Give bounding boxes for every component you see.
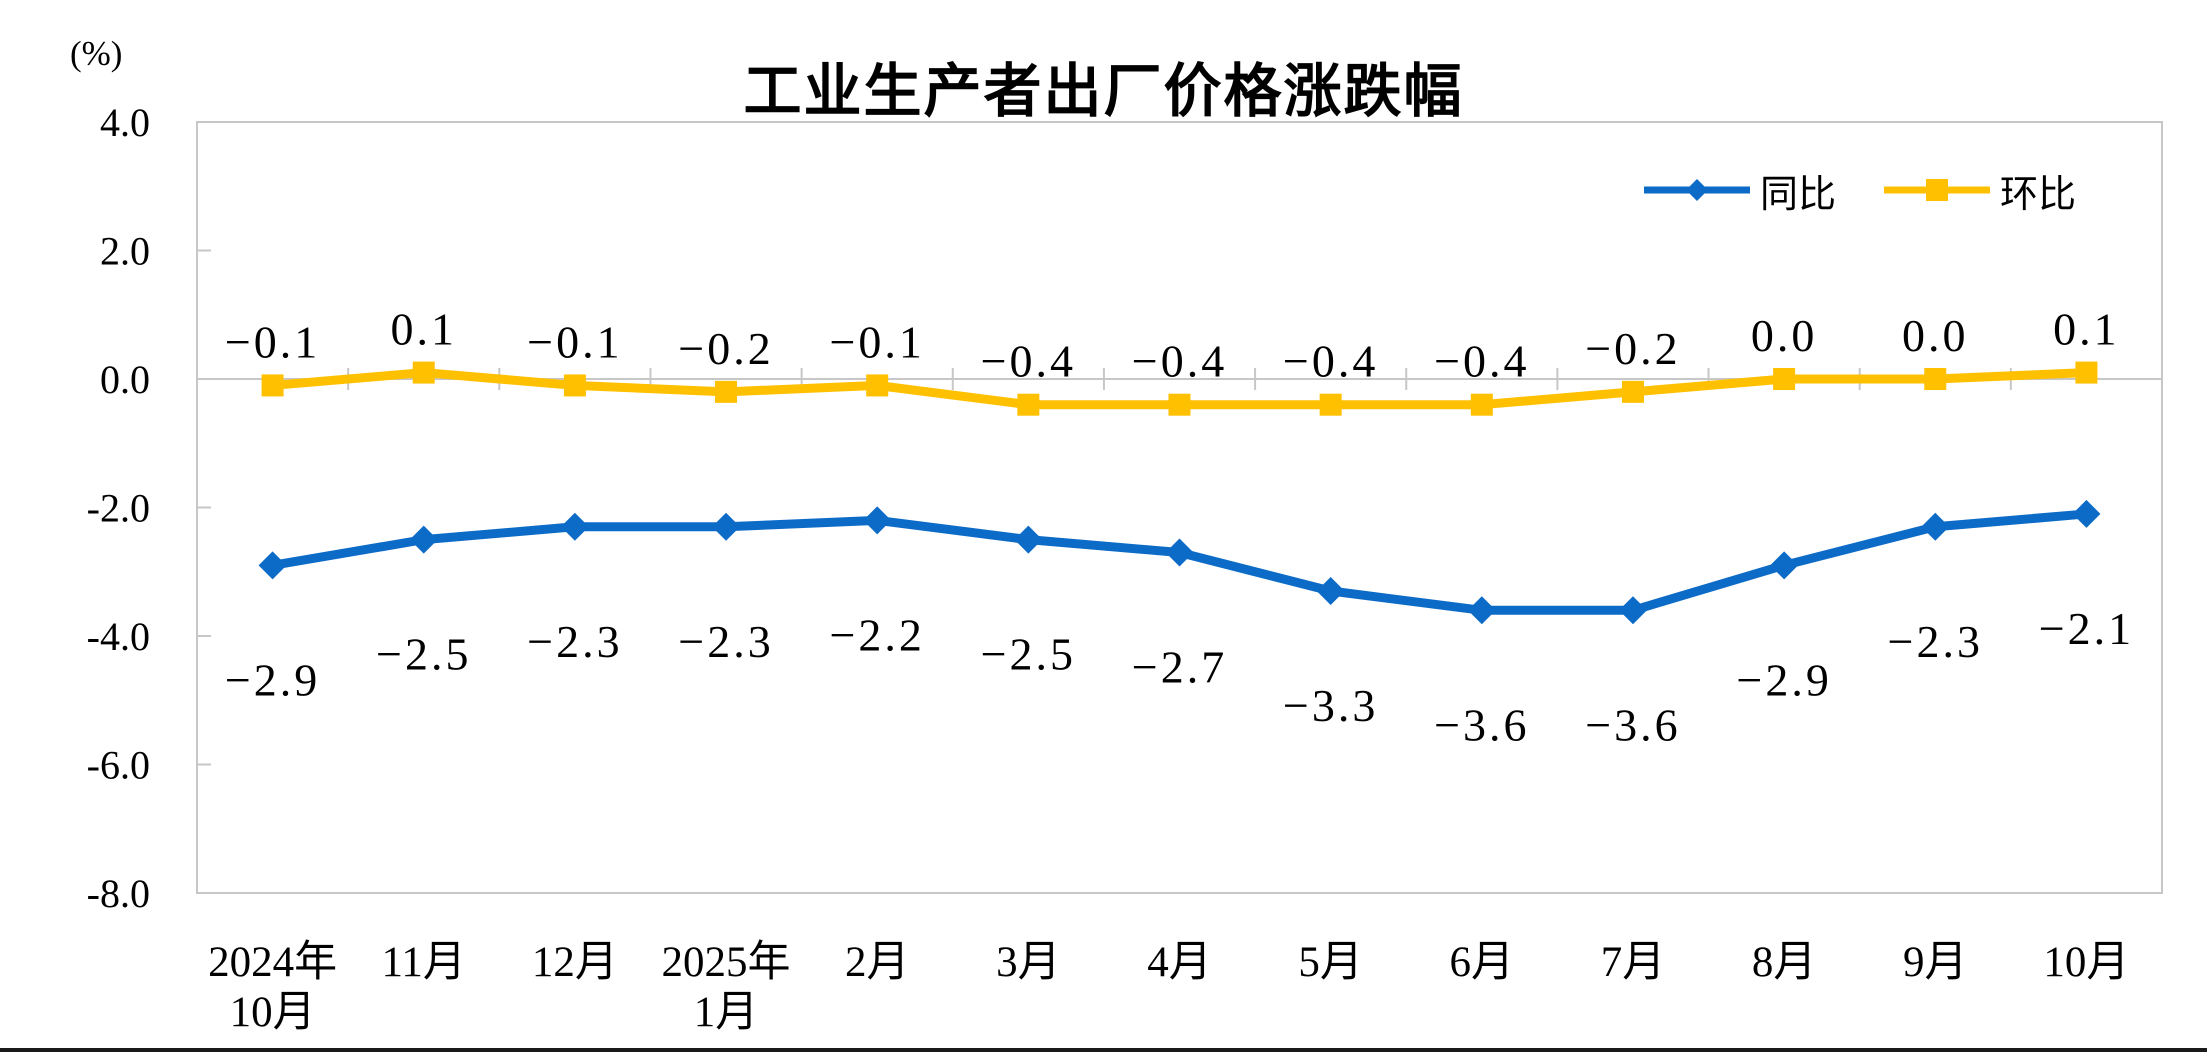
- data-label-mom: 0.1: [2053, 304, 2120, 355]
- data-point-marker-mom: [715, 380, 738, 403]
- data-point-marker-mom: [1621, 380, 1644, 403]
- yoy-line-diamond-icon: [1644, 179, 1750, 201]
- plot-area-border: [196, 121, 2163, 894]
- x-category-label: 2月: [845, 939, 910, 986]
- data-label-yoy: −2.5: [981, 629, 1076, 680]
- data-point-marker-mom: [1773, 368, 1796, 390]
- x-category-label: 1月: [694, 989, 759, 1036]
- data-label-mom: 0.0: [1751, 310, 1818, 361]
- data-point-marker-mom: [1470, 393, 1493, 416]
- data-point-marker-mom: [1924, 368, 1947, 390]
- x-category-label: 10月: [2043, 939, 2129, 986]
- data-label-yoy: −2.1: [2039, 603, 2134, 654]
- data-label-yoy: −2.9: [225, 654, 320, 705]
- data-point-marker-yoy: [1618, 596, 1647, 625]
- data-point-marker-yoy: [1165, 538, 1194, 567]
- data-label-yoy: −3.6: [1585, 699, 1680, 750]
- bottom-border-line: [0, 1048, 2207, 1052]
- data-label-yoy: −2.3: [1888, 616, 1983, 667]
- x-category-label: 4月: [1147, 939, 1212, 986]
- x-category-label: 11月: [382, 939, 466, 986]
- data-label-mom: 0.1: [390, 304, 457, 355]
- data-label-yoy: −3.6: [1434, 699, 1529, 750]
- legend-label-yoy: 同比: [1760, 173, 1837, 216]
- data-point-marker-mom: [2075, 361, 2098, 384]
- data-point-marker-yoy: [2072, 499, 2101, 528]
- mom-line-square-icon: [1884, 179, 1991, 201]
- data-label-mom: −0.4: [1132, 336, 1227, 387]
- data-point-marker-mom: [1017, 393, 1040, 416]
- data-point-marker-yoy: [409, 525, 438, 554]
- data-point-marker-mom: [412, 361, 435, 384]
- x-category-label: 2025年: [662, 939, 791, 986]
- y-axis-tick-label: 2.0: [100, 229, 150, 274]
- legend-label-mom: 环比: [2000, 173, 2077, 216]
- y-axis-tick-label: 0.0: [100, 357, 150, 402]
- data-point-marker-yoy: [1467, 596, 1496, 625]
- data-point-marker-mom: [1319, 393, 1342, 416]
- data-point-marker-yoy: [1014, 525, 1043, 554]
- data-label-mom: −0.4: [981, 336, 1076, 387]
- data-point-marker-yoy: [258, 551, 287, 580]
- data-label-mom: 0.0: [1902, 310, 1969, 361]
- data-point-marker-mom: [866, 374, 889, 397]
- legend: 同比 环比: [1642, 167, 2076, 216]
- data-point-marker-yoy: [560, 512, 589, 541]
- y-axis-tick-label: -8.0: [87, 871, 150, 916]
- data-label-yoy: −2.2: [829, 609, 924, 660]
- legend-item-yoy: 同比: [1642, 163, 1836, 218]
- x-category-label: 12月: [532, 939, 618, 986]
- y-axis-tick-label: -2.0: [87, 486, 150, 531]
- data-label-mom: −0.4: [1434, 336, 1529, 387]
- y-axis-unit-label: (%): [70, 34, 123, 73]
- data-label-yoy: −2.9: [1736, 654, 1831, 705]
- chart-title: 工业生产者出厂价格涨跌幅: [743, 59, 1464, 124]
- x-category-label: 7月: [1601, 939, 1666, 986]
- x-category-label: 3月: [996, 939, 1061, 986]
- data-point-marker-mom: [261, 374, 284, 397]
- data-label-yoy: −2.3: [678, 616, 773, 667]
- data-label-yoy: −2.7: [1132, 641, 1227, 692]
- data-point-marker-yoy: [1770, 551, 1799, 580]
- data-label-mom: −0.4: [1283, 336, 1378, 387]
- data-point-marker-mom: [563, 374, 586, 397]
- data-label-mom: −0.1: [225, 316, 320, 367]
- x-category-label: 10月: [230, 989, 316, 1036]
- data-label-yoy: −2.5: [376, 629, 471, 680]
- data-label-yoy: −2.3: [527, 616, 622, 667]
- y-axis-tick-label: 4.0: [100, 100, 150, 145]
- data-label-mom: −0.1: [527, 316, 622, 367]
- data-label-mom: −0.1: [829, 316, 924, 367]
- legend-item-mom: 环比: [1882, 163, 2076, 218]
- data-point-marker-yoy: [1316, 577, 1345, 606]
- x-category-label: 2024年: [208, 939, 337, 986]
- data-label-mom: −0.2: [1585, 323, 1680, 374]
- x-category-label: 6月: [1450, 939, 1515, 986]
- x-category-label: 5月: [1298, 939, 1363, 986]
- data-label-yoy: −3.3: [1283, 680, 1378, 731]
- data-label-mom: −0.2: [678, 323, 773, 374]
- data-point-marker-yoy: [863, 506, 892, 535]
- data-point-marker-mom: [1168, 393, 1191, 416]
- data-point-marker-yoy: [1921, 512, 1950, 541]
- y-axis-tick-label: -6.0: [87, 743, 150, 788]
- y-axis-tick-label: -4.0: [87, 614, 150, 659]
- data-point-marker-yoy: [712, 512, 741, 541]
- x-category-label: 8月: [1752, 939, 1817, 986]
- x-category-label: 9月: [1903, 939, 1968, 986]
